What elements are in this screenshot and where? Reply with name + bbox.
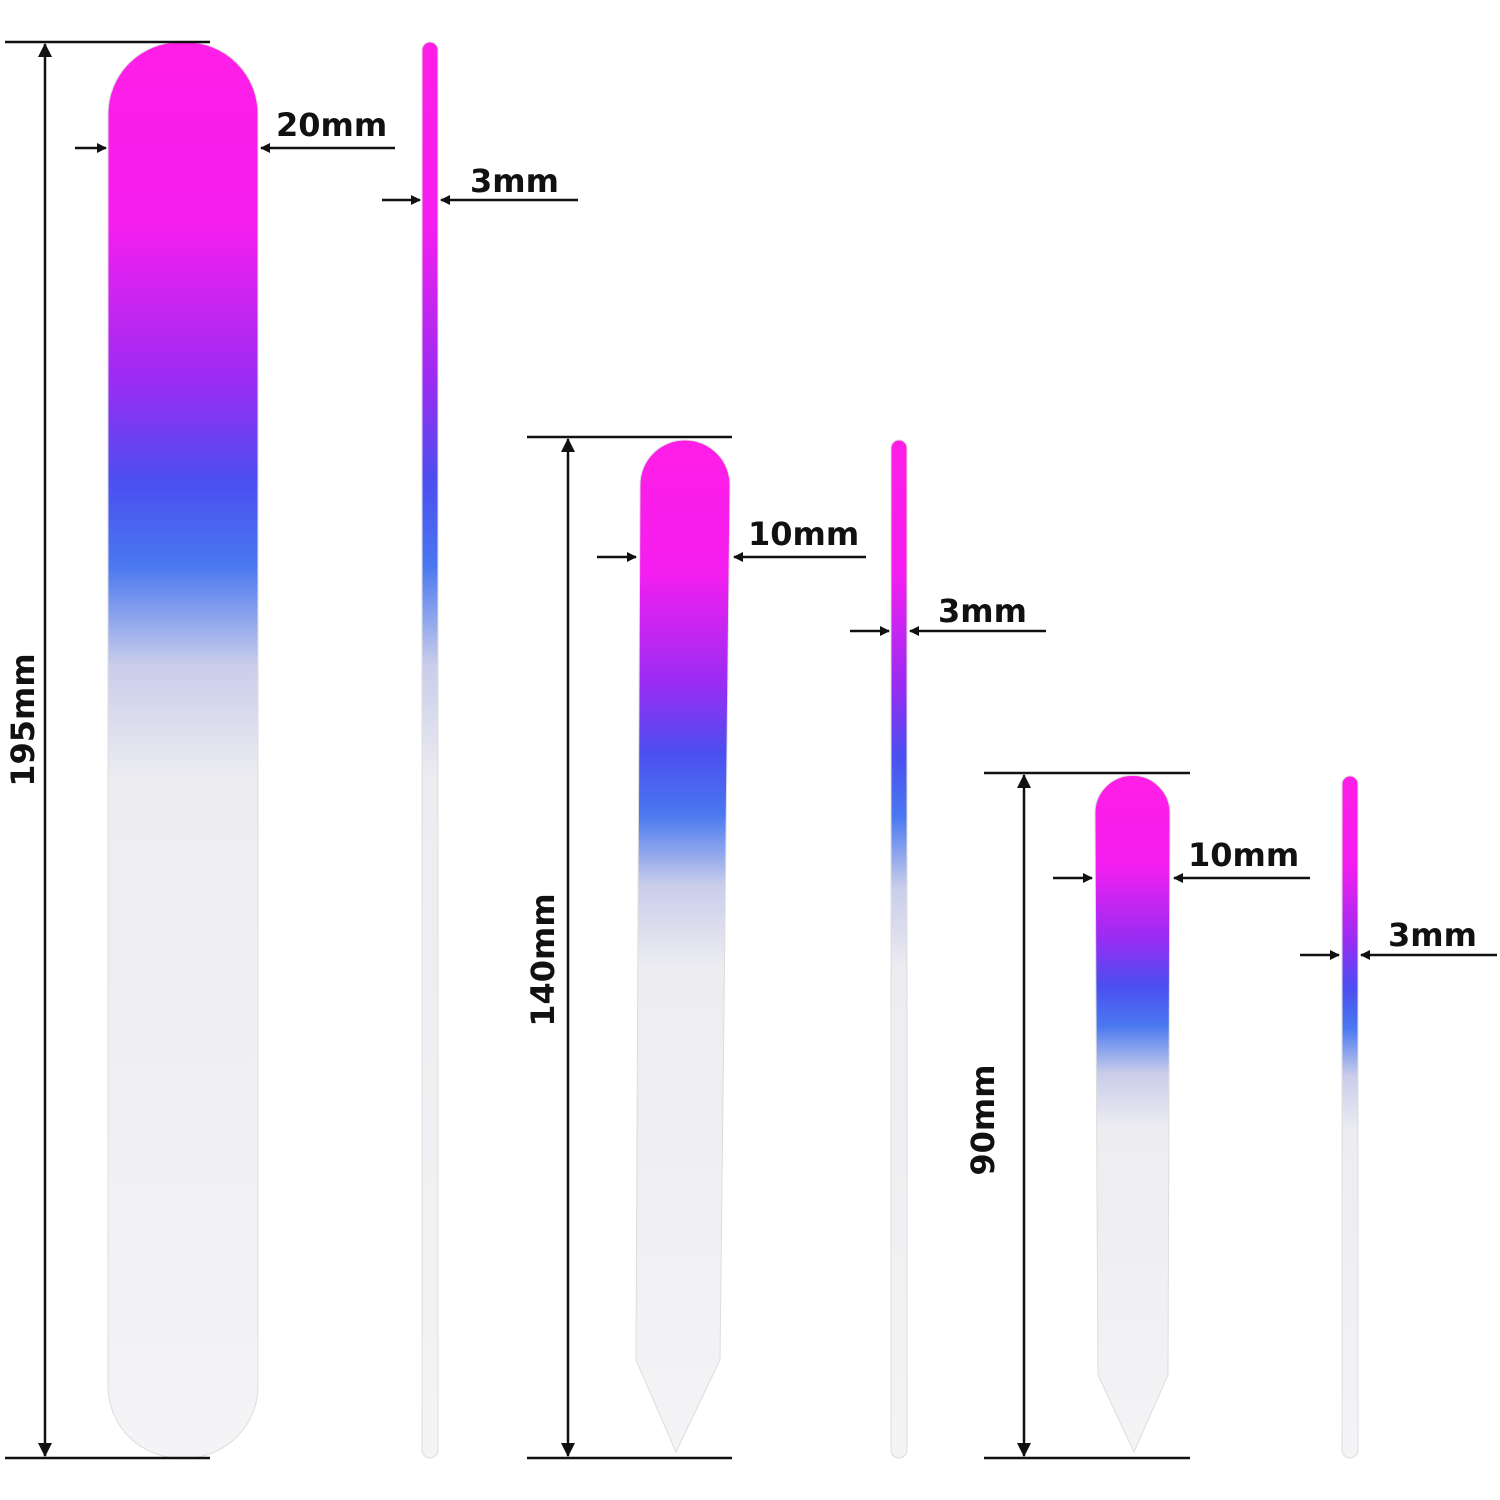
file-set-medium: 140mm 10mm 3mm — [524, 435, 1046, 1460]
file-set-large: 195mm 20mm 3mm — [4, 40, 578, 1460]
width-label: 10mm — [748, 515, 859, 553]
width-label: 10mm — [1188, 836, 1299, 874]
length-label: 195mm — [4, 653, 42, 786]
file-set-small: 90mm 10mm 3mm — [964, 771, 1497, 1460]
nail-file — [635, 439, 731, 1454]
width-label: 20mm — [276, 106, 387, 144]
edge-view — [421, 41, 439, 1459]
length-label: 90mm — [964, 1064, 1002, 1175]
length-label: 140mm — [524, 893, 562, 1026]
nail-file — [1094, 775, 1171, 1454]
thickness-label: 3mm — [1388, 916, 1477, 954]
edge-view — [1341, 775, 1359, 1459]
nail-file — [107, 41, 259, 1459]
thickness-label: 3mm — [938, 592, 1027, 630]
edge-view — [890, 439, 908, 1459]
thickness-label: 3mm — [470, 162, 559, 200]
